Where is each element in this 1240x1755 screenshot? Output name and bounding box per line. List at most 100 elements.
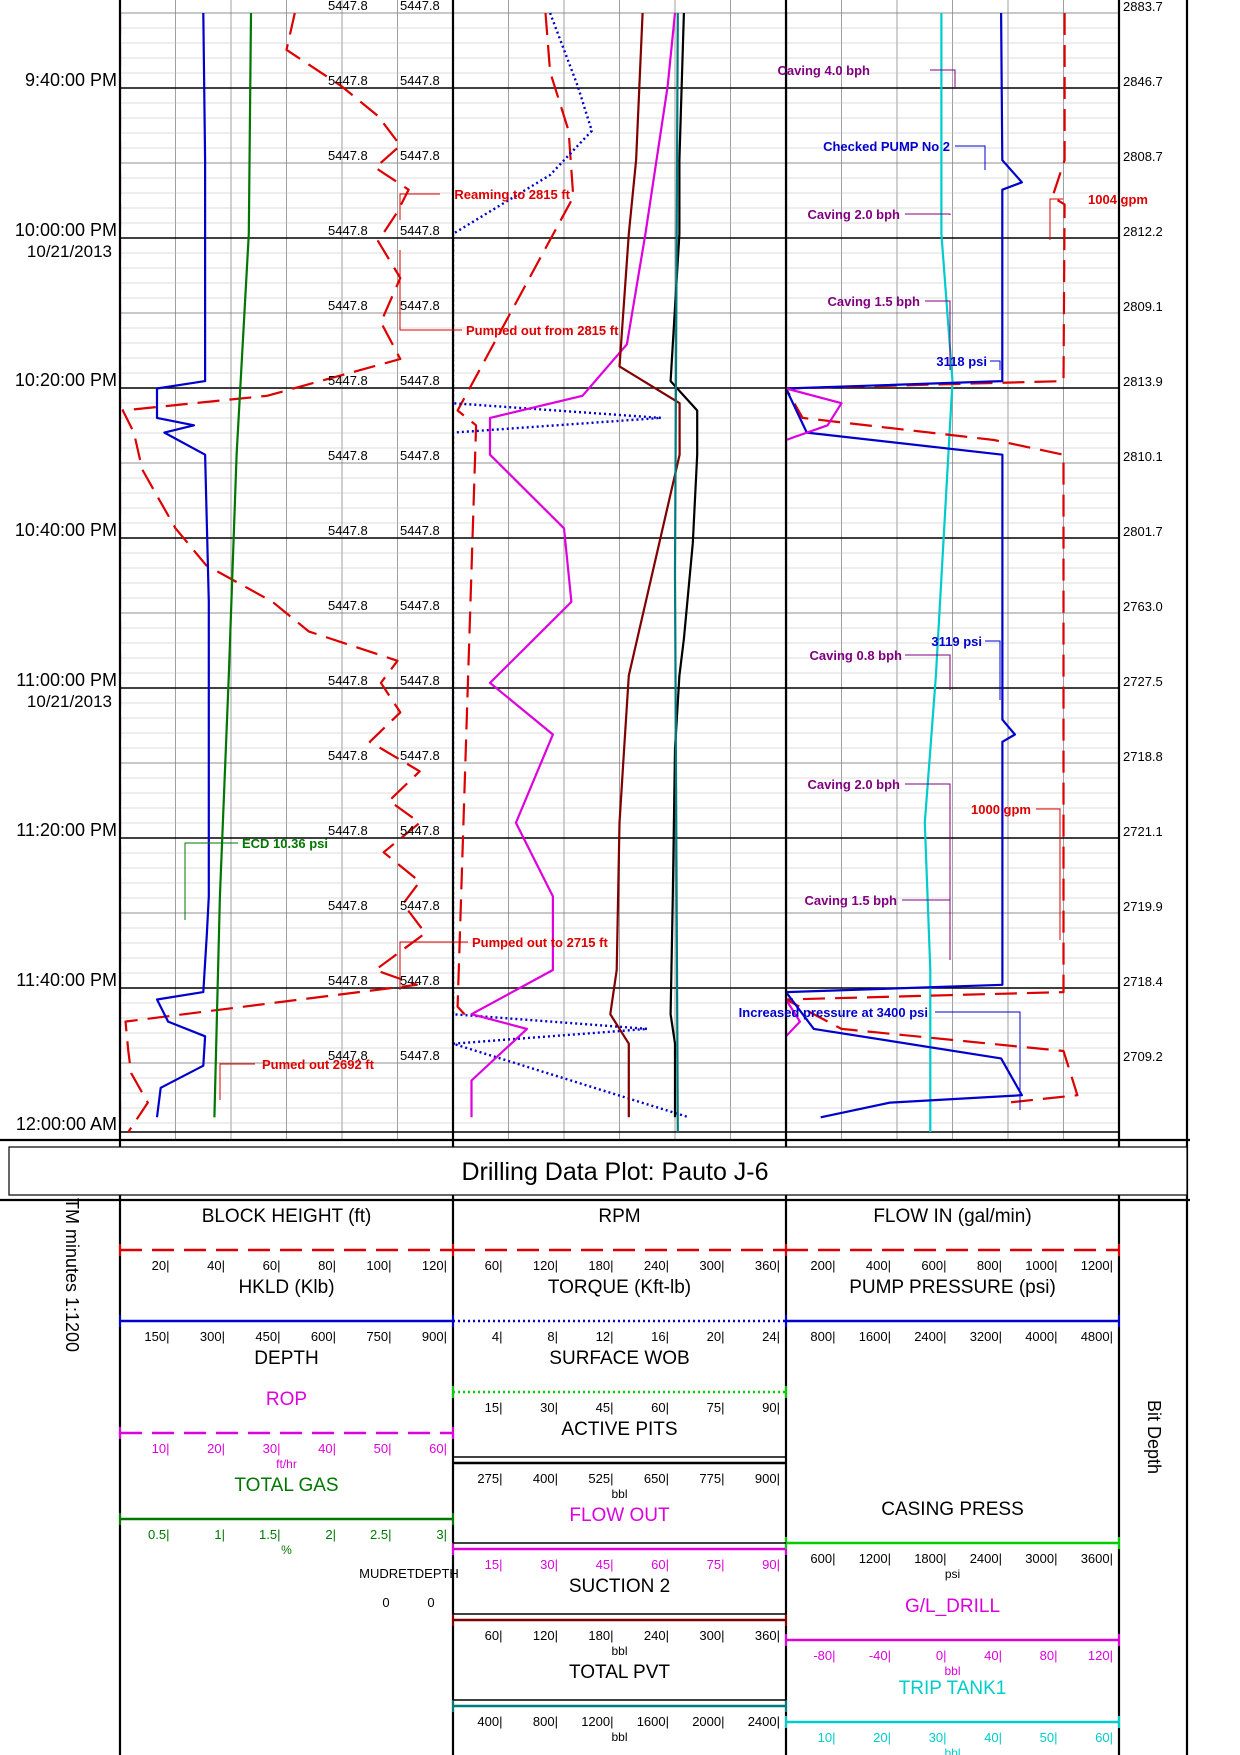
legend-tick-label: 30|	[929, 1730, 947, 1745]
legend-tick-label: 1800|	[914, 1551, 946, 1566]
annotation-text: Checked PUMP No 2	[823, 139, 950, 154]
legend-tick-label: 20|	[207, 1441, 225, 1456]
depth-reading: 5447.8	[328, 73, 368, 88]
legend-tick-label: 800|	[977, 1258, 1002, 1273]
legend-tick-label: 0|	[936, 1648, 947, 1663]
depth-reading: 5447.8	[328, 673, 368, 688]
annotation-leader	[399, 250, 462, 331]
date-tick-label: 10/21/2013	[27, 242, 112, 261]
legend-tick-label: 4000|	[1025, 1329, 1057, 1344]
depth-reading: 5447.8	[400, 1048, 440, 1063]
annotations-layer: Caving 4.0 bph Checked PUMP No 2 Reaming t…	[184, 63, 1148, 1110]
series-block-height-ft-	[121, 12, 427, 1133]
bit-depth-value: 2721.1	[1123, 824, 1163, 839]
annotation-leader	[905, 783, 951, 900]
legend-entry-name: TRIP TANK1	[899, 1678, 1007, 1699]
bit-depth-value: 2812.2	[1123, 224, 1163, 239]
legend-entry-name: BLOCK HEIGHT (ft)	[202, 1206, 372, 1227]
annotation-text: Caving 4.0 bph	[778, 63, 871, 78]
legend-tick-label: 2400|	[748, 1714, 780, 1729]
depth-reading: 5447.8	[328, 448, 368, 463]
mudret-value: 0	[427, 1595, 434, 1610]
legend-tick-label: 75|	[707, 1557, 725, 1572]
legend-tick-label: 400|	[477, 1714, 502, 1729]
time-tick-label: 11:40:00 PM	[16, 970, 117, 990]
legend-tick-label: 4|	[492, 1329, 503, 1344]
depth-reading: 5447.8	[328, 898, 368, 913]
legend-tick-label: 360|	[755, 1628, 780, 1643]
legend-tick-label: 2400|	[970, 1551, 1002, 1566]
plot-title-box: Drilling Data Plot: Pauto J-6	[8, 1146, 1188, 1196]
legend-tick-label: 60|	[1095, 1730, 1113, 1745]
legend-tick-label: 30|	[540, 1557, 558, 1572]
annotation-text: 3118 psi	[936, 354, 987, 369]
legend-tick-label: 240|	[644, 1258, 669, 1273]
legend-tick-label: 120|	[422, 1258, 447, 1273]
legend-tick-label: 1200|	[859, 1551, 891, 1566]
annotation-text: 1000 gpm	[971, 802, 1031, 817]
depth-reading: 5447.8	[328, 148, 368, 163]
plot-frame	[0, 0, 1190, 1755]
time-tick-label: 10:40:00 PM	[15, 520, 117, 540]
depth-reading: 5447.8	[400, 898, 440, 913]
time-tick-label: 11:20:00 PM	[16, 820, 117, 840]
series-pump-pressure-psi-	[786, 12, 1024, 1119]
depth-reading: 5447.8	[328, 598, 368, 613]
legend-tick-label: 525|	[588, 1471, 613, 1486]
depth-reading: 5447.8	[400, 973, 440, 988]
legend-tick-label: 30|	[540, 1400, 558, 1415]
legend-tick-label: 2|	[325, 1527, 336, 1542]
annotation-leader	[955, 145, 986, 170]
legend-tick-label: 60|	[485, 1628, 503, 1643]
legend-entry-name: SUCTION 2	[569, 1576, 670, 1597]
legend-entry-name: TOTAL GAS	[234, 1475, 338, 1496]
depth-reading: 5447.8	[400, 673, 440, 688]
legend-tick-label: 3200|	[970, 1329, 1002, 1344]
legend-tick-label: 8|	[547, 1329, 558, 1344]
legend-unit: bbl	[944, 1664, 960, 1678]
annotation-text: Caving 2.0 bph	[808, 207, 901, 222]
legend-tick-label: 900|	[755, 1471, 780, 1486]
depth-reading: 5447.8	[400, 823, 440, 838]
legend-tick-label: 20|	[873, 1730, 891, 1745]
annotation-leader	[399, 941, 468, 990]
annotation-text: Caving 0.8 bph	[810, 648, 903, 663]
annotation-leader	[902, 899, 951, 960]
annotation-text: Caving 1.5 bph	[805, 893, 898, 908]
legend-entry-name: FLOW OUT	[569, 1505, 670, 1526]
depth-reading: 5447.8	[328, 973, 368, 988]
time-tick-label: 11:00:00 PM	[16, 670, 117, 690]
annotation-leader	[905, 213, 951, 215]
bit-depth-value: 2709.2	[1123, 1049, 1163, 1064]
depth-reading: 5447.8	[400, 73, 440, 88]
annotation-text: Pumed out 2692 ft	[262, 1057, 375, 1072]
plot-title: Drilling Data Plot: Pauto J-6	[461, 1158, 768, 1186]
annotation-leader	[990, 360, 1001, 370]
legend-tick-label: 16|	[651, 1329, 669, 1344]
legend-tick-label: 120|	[533, 1258, 558, 1273]
legend-tick-label: 0.5|	[148, 1527, 169, 1542]
annotation-text: Increased pressure at 3400 psi	[739, 1005, 928, 1020]
bit-depth-values: 2883.7 2846.7 2808.7 2812.2 2809.1 2813.9 2810…	[1123, 0, 1163, 1064]
legend-tick-label: 24|	[762, 1329, 780, 1344]
legend-entry-name: RPM	[598, 1206, 640, 1227]
legend-entry-name: ACTIVE PITS	[561, 1419, 677, 1440]
annotation-leader	[925, 300, 951, 370]
depth-reading: 5447.8	[400, 148, 440, 163]
annotation-leader	[219, 1063, 255, 1100]
legend-entry-name: SURFACE WOB	[549, 1348, 689, 1369]
legend-tick-label: 40|	[984, 1730, 1002, 1745]
legend-tick-label: 80|	[1040, 1648, 1058, 1663]
annotation-text: Reaming to 2815 ft	[454, 187, 570, 202]
legend-tick-label: 3600|	[1081, 1551, 1113, 1566]
legend-tick-label: 200|	[810, 1258, 835, 1273]
legend-tick-label: 150|	[144, 1329, 169, 1344]
legend-tick-label: 60|	[485, 1258, 503, 1273]
legend-tick-label: 45|	[596, 1400, 614, 1415]
legend-tick-label: 60|	[651, 1557, 669, 1572]
mudret-value: 0	[382, 1595, 389, 1610]
legend-tick-label: 80|	[318, 1258, 336, 1273]
legend-tick-label: 40|	[207, 1258, 225, 1273]
legend-entry-name: DEPTH	[254, 1348, 318, 1369]
